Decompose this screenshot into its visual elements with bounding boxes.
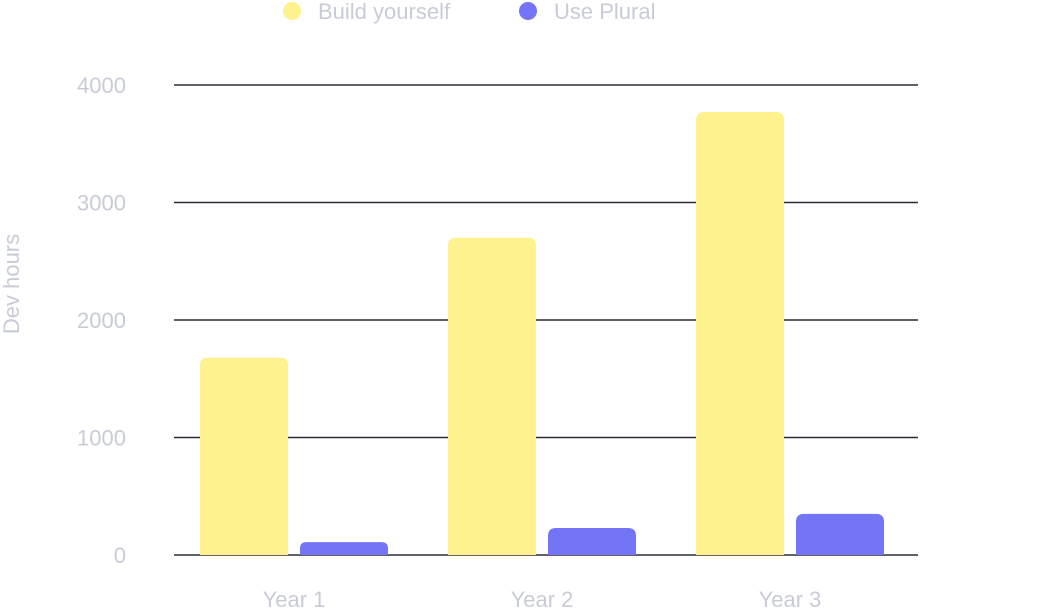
x-tick-label: Year 1 <box>263 587 326 612</box>
y-tick-labels: 0 1000 2000 3000 4000 <box>77 73 126 568</box>
bar-series <box>200 112 884 556</box>
legend-label: Use Plural <box>554 0 655 24</box>
legend-label: Build yourself <box>318 0 451 24</box>
bar-build-yourself-year-1 <box>200 357 288 555</box>
legend-swatch-build-yourself <box>283 2 301 20</box>
legend-swatch-use-plural <box>519 2 537 20</box>
x-tick-label: Year 2 <box>511 587 574 612</box>
y-tick-label: 1000 <box>77 426 126 451</box>
y-tick-label: 4000 <box>77 73 126 98</box>
y-tick-label: 0 <box>114 543 126 568</box>
bar-use-plural-year-1 <box>300 542 388 555</box>
y-tick-label: 3000 <box>77 191 126 216</box>
bar-use-plural-year-3 <box>796 513 884 555</box>
y-gridlines <box>174 84 918 556</box>
bar-build-yourself-year-3 <box>696 112 784 556</box>
x-tick-labels: Year 1 Year 2 Year 3 <box>263 587 822 612</box>
bar-use-plural-year-2 <box>548 527 636 555</box>
bar-build-yourself-year-2 <box>448 237 536 555</box>
y-tick-label: 2000 <box>77 308 126 333</box>
chart-legend: Build yourself Use Plural <box>283 0 655 24</box>
y-axis-label: Dev hours <box>0 234 24 334</box>
x-tick-label: Year 3 <box>759 587 822 612</box>
